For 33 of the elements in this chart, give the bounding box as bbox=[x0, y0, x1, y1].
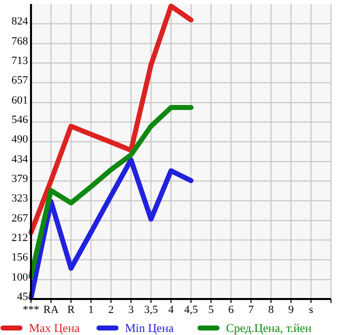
x-tick-label: s bbox=[308, 304, 314, 316]
y-tick-label: 824 bbox=[12, 16, 28, 28]
x-tick-label: *** bbox=[22, 304, 40, 316]
x-tick-label: 3,5 bbox=[144, 304, 158, 316]
x-tick-label: 6 bbox=[228, 304, 234, 316]
x-tick-label: 3 bbox=[128, 304, 134, 316]
x-tick-label: RA bbox=[43, 304, 59, 316]
x-tick-label: 2 bbox=[108, 304, 114, 316]
y-tick-label: 601 bbox=[12, 94, 28, 106]
legend-label: Сред.Цена, т.йен bbox=[226, 321, 312, 335]
y-tick-label: 379 bbox=[12, 172, 28, 185]
y-tick-label: 490 bbox=[12, 134, 28, 146]
legend-label: Min Цена bbox=[125, 321, 174, 335]
y-tick-label: 267 bbox=[12, 212, 28, 224]
y-tick-label: 713 bbox=[12, 54, 28, 67]
y-tick-label: 546 bbox=[12, 114, 28, 126]
y-tick-label: 768 bbox=[12, 35, 28, 48]
y-tick-label: 657 bbox=[12, 74, 28, 87]
x-tick-label: 9 bbox=[288, 304, 294, 316]
x-tick-label: 5 bbox=[208, 304, 214, 316]
y-tick-label: 434 bbox=[12, 153, 28, 166]
y-tick-label: 212 bbox=[12, 232, 28, 244]
y-tick-label: 156 bbox=[12, 252, 28, 264]
legend-label: Max Цена bbox=[29, 321, 80, 335]
x-tick-label: 8 bbox=[268, 304, 274, 316]
x-tick-label: 7 bbox=[248, 304, 254, 316]
y-tick-label: 323 bbox=[12, 192, 28, 205]
x-tick-label: 4,5 bbox=[184, 304, 198, 316]
y-tick-label: 100 bbox=[12, 271, 28, 284]
y-tick-label: 45 bbox=[17, 290, 28, 303]
x-tick-label: 4 bbox=[168, 304, 174, 316]
x-tick-label: 1 bbox=[88, 304, 94, 316]
x-tick-label: R bbox=[67, 304, 76, 316]
